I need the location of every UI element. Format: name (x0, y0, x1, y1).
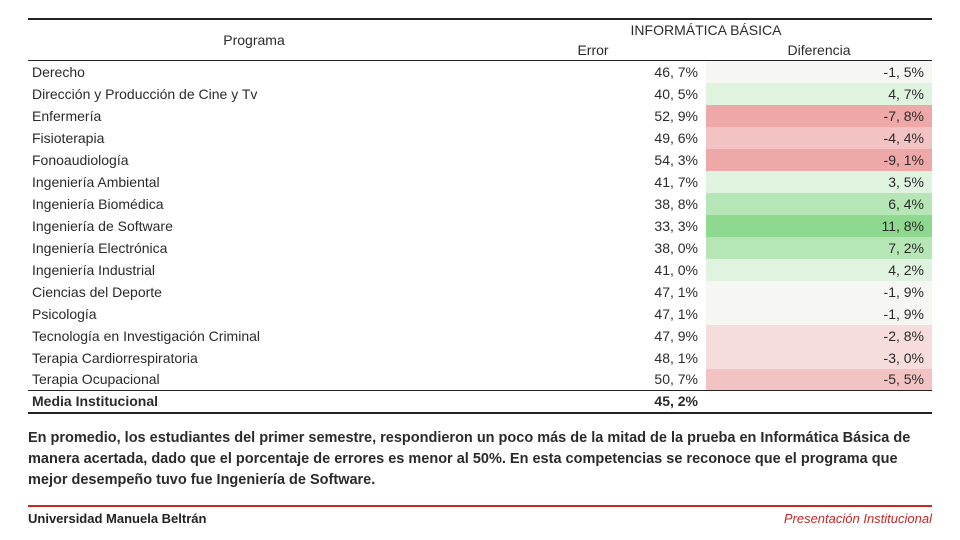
caption-text: En promedio, los estudiantes del primer … (28, 428, 932, 491)
cell-error: 54, 3% (480, 149, 706, 171)
cell-diff: -2, 8% (706, 325, 932, 347)
table-row: Ciencias del Deporte47, 1%-1, 9% (28, 281, 932, 303)
cell-error: 41, 0% (480, 259, 706, 281)
cell-error: 41, 7% (480, 171, 706, 193)
col-diferencia: Diferencia (706, 40, 932, 61)
cell-programa: Fonoaudiología (28, 149, 480, 171)
table-row: Fonoaudiología54, 3%-9, 1% (28, 149, 932, 171)
table-row: Ingeniería de Software33, 3%11, 8% (28, 215, 932, 237)
table-row: Enfermería52, 9%-7, 8% (28, 105, 932, 127)
cell-programa: Enfermería (28, 105, 480, 127)
table-row: Dirección y Producción de Cine y Tv40, 5… (28, 83, 932, 105)
brand-word-2: Manuela Beltrán (106, 511, 206, 526)
cell-error: 49, 6% (480, 127, 706, 149)
footer-rule (28, 505, 932, 507)
cell-error: 47, 1% (480, 303, 706, 325)
cell-diff: -1, 9% (706, 281, 932, 303)
table-row: Ingeniería Industrial41, 0%4, 2% (28, 259, 932, 281)
col-group-informatica: INFORMÁTICA BÁSICA (480, 19, 932, 40)
results-table: Programa INFORMÁTICA BÁSICA Error Difere… (28, 18, 932, 414)
table-row: Ingeniería Electrónica38, 0%7, 2% (28, 237, 932, 259)
brand-word-1: Universidad (28, 511, 102, 526)
cell-media-label: Media Institucional (28, 391, 480, 413)
brand-left: Universidad Manuela Beltrán (28, 511, 206, 526)
col-error: Error (480, 40, 706, 61)
cell-diff: -5, 5% (706, 369, 932, 391)
cell-error: 50, 7% (480, 369, 706, 391)
cell-diff: 11, 8% (706, 215, 932, 237)
cell-programa: Ingeniería de Software (28, 215, 480, 237)
brand-right: Presentación Institucional (784, 511, 932, 526)
cell-error: 52, 9% (480, 105, 706, 127)
cell-media-diff (706, 391, 932, 413)
cell-programa: Terapia Ocupacional (28, 369, 480, 391)
cell-error: 46, 7% (480, 61, 706, 83)
cell-diff: -1, 9% (706, 303, 932, 325)
cell-programa: Dirección y Producción de Cine y Tv (28, 83, 480, 105)
table-row: Tecnología en Investigación Criminal47, … (28, 325, 932, 347)
cell-error: 48, 1% (480, 347, 706, 369)
cell-error: 38, 8% (480, 193, 706, 215)
table-row: Ingeniería Biomédica38, 8%6, 4% (28, 193, 932, 215)
cell-media-error: 45, 2% (480, 391, 706, 413)
cell-programa: Ciencias del Deporte (28, 281, 480, 303)
table-row: Terapia Cardiorrespiratoria48, 1%-3, 0% (28, 347, 932, 369)
cell-programa: Ingeniería Industrial (28, 259, 480, 281)
table-row: Ingeniería Ambiental41, 7%3, 5% (28, 171, 932, 193)
cell-diff: 3, 5% (706, 171, 932, 193)
cell-programa: Derecho (28, 61, 480, 83)
cell-programa: Ingeniería Electrónica (28, 237, 480, 259)
table-row: Fisioterapia49, 6%-4, 4% (28, 127, 932, 149)
cell-programa: Terapia Cardiorrespiratoria (28, 347, 480, 369)
cell-diff: 4, 7% (706, 83, 932, 105)
cell-programa: Ingeniería Biomédica (28, 193, 480, 215)
cell-error: 47, 9% (480, 325, 706, 347)
cell-programa: Psicología (28, 303, 480, 325)
table-row: Derecho46, 7%-1, 5% (28, 61, 932, 83)
cell-programa: Ingeniería Ambiental (28, 171, 480, 193)
cell-diff: -4, 4% (706, 127, 932, 149)
cell-diff: 6, 4% (706, 193, 932, 215)
slide-footer: Universidad Manuela Beltrán Presentación… (0, 505, 960, 526)
cell-error: 38, 0% (480, 237, 706, 259)
cell-error: 40, 5% (480, 83, 706, 105)
table-row: Psicología47, 1%-1, 9% (28, 303, 932, 325)
cell-programa: Fisioterapia (28, 127, 480, 149)
cell-diff: 7, 2% (706, 237, 932, 259)
cell-diff: -7, 8% (706, 105, 932, 127)
cell-error: 47, 1% (480, 281, 706, 303)
cell-diff: -3, 0% (706, 347, 932, 369)
cell-diff: -9, 1% (706, 149, 932, 171)
table-row: Terapia Ocupacional50, 7%-5, 5% (28, 369, 932, 391)
table-body: Derecho46, 7%-1, 5%Dirección y Producció… (28, 61, 932, 413)
table-row-media: Media Institucional45, 2% (28, 391, 932, 413)
col-programa: Programa (28, 19, 480, 61)
cell-programa: Tecnología en Investigación Criminal (28, 325, 480, 347)
cell-error: 33, 3% (480, 215, 706, 237)
cell-diff: 4, 2% (706, 259, 932, 281)
cell-diff: -1, 5% (706, 61, 932, 83)
